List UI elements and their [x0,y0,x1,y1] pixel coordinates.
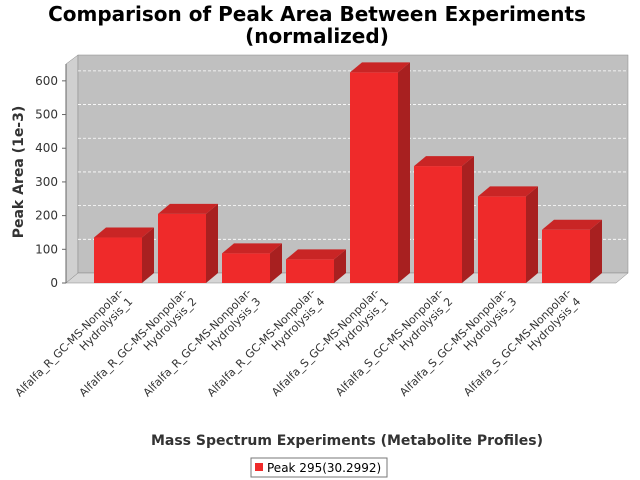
bar-side [526,186,538,283]
x-tick-label: Alfalfa_R_GC-MS-Nonpolar-Hydrolysis_4 [205,286,328,399]
bar-top [222,243,282,254]
bar-side [142,227,154,283]
bar-series [94,62,602,283]
bar-side [398,62,410,283]
bar-front [414,166,462,283]
x-tick-label: Alfalfa_R_GC-MS-Nonpolar-Hydrolysis_3 [141,286,264,399]
bar-front [350,72,398,283]
y-tick-label: 500 [35,108,58,122]
y-tick-label: 0 [50,276,58,290]
x-tick-label-line1: Alfalfa_R_GC-MS-Nonpolar- [13,286,126,399]
chart-title-line1: Comparison of Peak Area Between Experime… [48,2,586,26]
bar-front [478,196,526,283]
y-axis-label: Peak Area (1e-3) [11,106,27,239]
bar-top [350,62,410,73]
x-axis-tick-labels: Alfalfa_R_GC-MS-Nonpolar-Hydrolysis_1Alf… [13,286,584,399]
chart-title-line2: (normalized) [245,24,389,48]
bar [94,227,154,283]
y-tick-label: 400 [35,141,58,155]
bar [286,249,346,283]
y-tick-label: 600 [35,74,58,88]
bar-top [286,249,346,260]
bar [542,219,602,283]
x-axis-label: Mass Spectrum Experiments (Metabolite Pr… [151,433,543,449]
x-tick-label: Alfalfa_S_GC-MS-Nonpolar-Hydrolysis_4 [461,286,583,399]
bar [158,203,218,283]
x-tick-label: Alfalfa_R_GC-MS-Nonpolar-Hydrolysis_1 [13,286,136,399]
y-tick-label: 200 [35,209,58,223]
x-tick-label: Alfalfa_S_GC-MS-Nonpolar-Hydrolysis_1 [269,286,391,399]
bar-side [206,203,218,283]
bar-top [158,203,218,214]
bar-front [286,259,334,283]
bar-top [478,186,538,197]
legend-swatch [255,463,263,471]
bar-top [414,156,474,167]
bar-side [462,156,474,283]
legend-box [250,457,388,478]
plot-left-wall [65,54,79,284]
bar [350,62,410,283]
legend-label: Peak 295(30.2992) [267,461,381,475]
bar-front [222,253,270,283]
bar-side [270,243,282,283]
bar-top [94,227,154,238]
bar-side [590,219,602,283]
bar [478,186,538,283]
x-tick-label: Alfalfa_S_GC-MS-Nonpolar-Hydrolysis_3 [397,286,519,399]
x-tick-label: Alfalfa_S_GC-MS-Nonpolar-Hydrolysis_2 [333,286,455,399]
bar-top [542,219,602,230]
bar-side [334,249,346,283]
legend: Peak 295(30.2992) [250,457,388,478]
bar-front [94,237,142,283]
y-tick-label: 300 [35,175,58,189]
bar-front [542,229,590,283]
x-tick-label: Alfalfa_R_GC-MS-Nonpolar-Hydrolysis_2 [77,286,200,399]
y-tick-label: 100 [35,242,58,256]
y-axis: 0 100 200 300 400 500 600 [35,64,67,290]
bar [222,243,282,283]
bar-front [158,213,206,283]
bar [414,156,474,283]
